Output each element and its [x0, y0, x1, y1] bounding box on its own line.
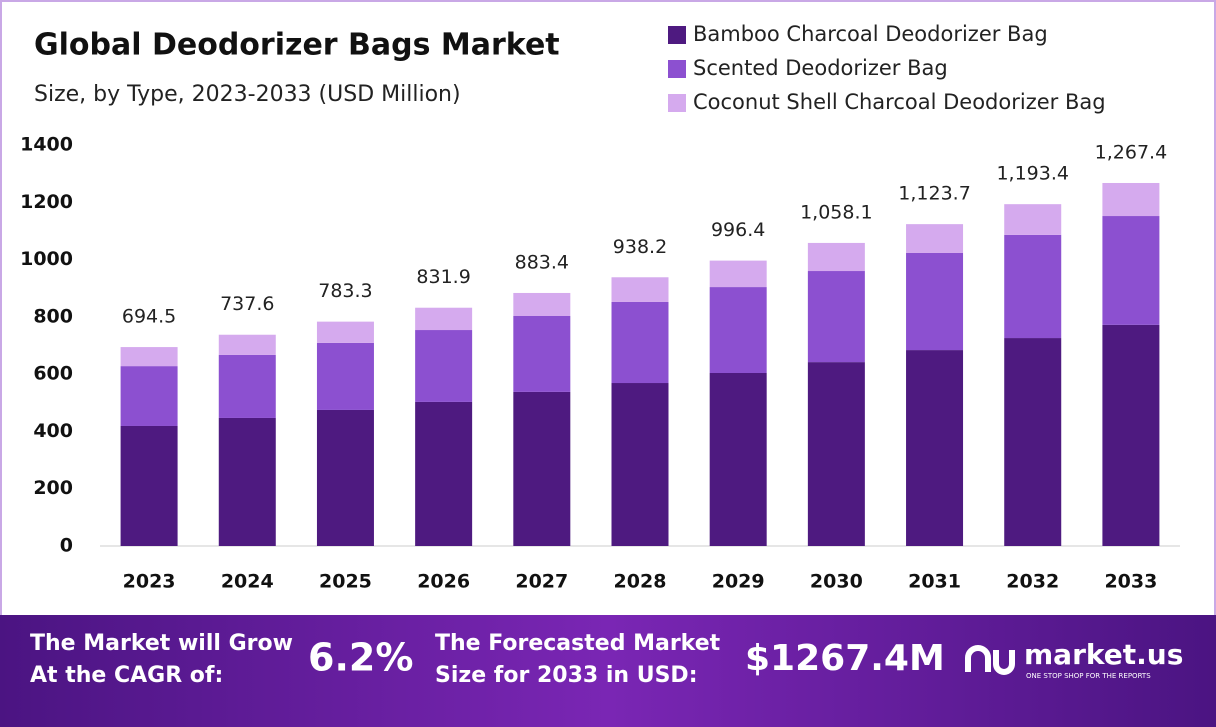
bar-segment: [1102, 216, 1160, 325]
total-label: 1,058.1: [800, 201, 873, 223]
chart-subtitle: Size, by Type, 2023-2033 (USD Million): [34, 82, 461, 107]
legend-label: Bamboo Charcoal Deodorizer Bag: [693, 22, 1048, 46]
bar-segment: [120, 366, 178, 426]
total-label: 938.2: [613, 236, 667, 258]
bar-segment: [709, 372, 767, 546]
brand-logo: [965, 645, 1015, 675]
legend-label: Scented Deodorizer Bag: [693, 56, 948, 80]
bar-segment: [1102, 324, 1160, 546]
bar-segment: [807, 271, 865, 363]
total-label: 883.4: [515, 251, 569, 273]
x-tick-label: 2027: [515, 571, 568, 593]
y-tick-label: 1200: [20, 191, 73, 213]
x-tick-label: 2024: [221, 571, 274, 593]
bar-segment: [709, 287, 767, 373]
total-label: 1,123.7: [898, 183, 971, 205]
total-label: 1,267.4: [1095, 141, 1168, 163]
x-tick-label: 2026: [417, 571, 470, 593]
y-tick-label: 0: [60, 535, 73, 557]
legend-swatch: [668, 60, 686, 78]
x-tick-label: 2032: [1006, 571, 1059, 593]
cagr-text: The Market will Grow At the CAGR of:: [30, 631, 293, 688]
bar-segment: [709, 260, 767, 288]
bar-segment: [1004, 234, 1062, 339]
brand: market.us: [1024, 638, 1183, 671]
bar-segment: [513, 292, 571, 316]
y-tick-label: 200: [33, 477, 73, 499]
bar-segment: [611, 301, 669, 384]
bar-segment: [316, 321, 374, 343]
total-label: 996.4: [711, 219, 765, 241]
bar-segment: [906, 224, 964, 253]
y-tick-label: 600: [33, 363, 73, 385]
bar-segment: [218, 354, 276, 418]
bar-segment: [1004, 204, 1062, 235]
total-label: 694.5: [122, 306, 176, 328]
footer-band: [0, 615, 1216, 727]
forecast-text: The Forecasted Market Size for 2033 in U…: [435, 631, 721, 688]
x-tick-label: 2031: [908, 571, 961, 593]
bar-segment: [611, 277, 669, 302]
bar-segment: [906, 350, 964, 546]
bar-segment: [120, 425, 178, 546]
y-tick-label: 1000: [20, 248, 73, 270]
y-tick-label: 400: [33, 420, 73, 442]
bar-segment: [513, 315, 571, 392]
bar-segment: [415, 330, 473, 402]
legend-label: Coconut Shell Charcoal Deodorizer Bag: [693, 90, 1106, 114]
total-label: 737.6: [220, 293, 274, 315]
chart-title: Global Deodorizer Bags Market: [34, 28, 560, 63]
bar-segment: [415, 401, 473, 546]
x-tick-label: 2029: [712, 571, 765, 593]
cagr-value: 6.2%: [308, 636, 413, 680]
x-tick-label: 2033: [1104, 571, 1157, 593]
total-label: 783.3: [318, 280, 372, 302]
total-label: 1,193.4: [996, 163, 1069, 185]
bar-segment: [807, 242, 865, 272]
x-tick-label: 2028: [614, 571, 667, 593]
total-label: 831.9: [416, 266, 470, 288]
legend-swatch: [668, 26, 686, 44]
bar-segment: [218, 334, 276, 355]
x-tick-label: 2023: [123, 571, 176, 593]
bar-segment: [906, 252, 964, 351]
legend-swatch: [668, 94, 686, 112]
bar-segment: [316, 409, 374, 546]
bar-segment: [1102, 182, 1160, 217]
tagline: ONE STOP SHOP FOR THE REPORTS: [1026, 672, 1151, 680]
forecast-value: $1267.4M: [745, 638, 945, 679]
bar-segment: [611, 383, 669, 546]
bar-segment: [218, 417, 276, 546]
y-tick-label: 800: [33, 305, 73, 327]
x-tick-label: 2030: [810, 571, 863, 593]
cagr-text-box: The Market will Grow At the CAGR of:: [30, 631, 293, 688]
y-tick-label: 1400: [20, 134, 73, 156]
bar-segment: [513, 391, 571, 546]
bar-segment: [316, 342, 374, 410]
x-tick-label: 2025: [319, 571, 372, 593]
bar-segment: [1004, 338, 1062, 546]
bar-segment: [120, 347, 178, 367]
bar-segment: [415, 307, 473, 331]
bar-segment: [807, 362, 865, 546]
forecast-text-box: The Forecasted Market Size for 2033 in U…: [435, 631, 721, 688]
